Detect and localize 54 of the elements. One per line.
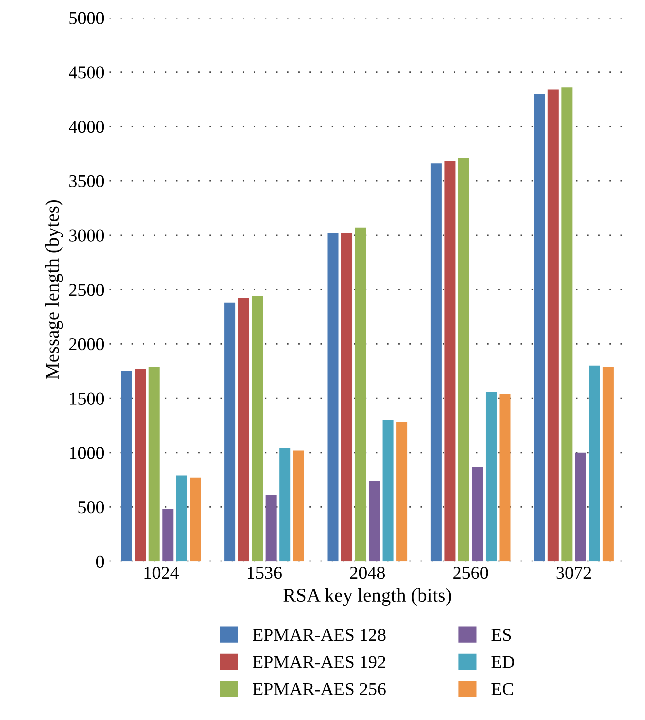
y-tick-label: 4500	[69, 66, 104, 79]
bar	[382, 420, 394, 562]
legend-label: EC	[492, 683, 514, 696]
x-axis-title: RSA key length (bits)	[284, 588, 452, 606]
y-tick-label: 4000	[69, 120, 104, 134]
y-tick-label: 2000	[69, 338, 104, 351]
x-tick-label: 3072	[556, 566, 592, 580]
bar	[238, 298, 250, 562]
bar	[252, 296, 264, 562]
legend-label: EPMAR-AES 256	[253, 683, 386, 696]
bar	[162, 509, 174, 562]
bar	[328, 233, 339, 562]
bar	[589, 366, 600, 562]
bar	[135, 369, 146, 562]
legend-label: ES	[492, 629, 512, 642]
bar	[121, 371, 132, 562]
legend-label: ED	[492, 656, 515, 668]
bar	[534, 94, 546, 562]
bar	[444, 162, 456, 562]
x-tick-label: 2560	[454, 566, 488, 580]
bar	[190, 478, 202, 562]
bar	[355, 228, 366, 562]
y-tick-label: 1500	[70, 392, 104, 405]
y-tick-label: 0	[96, 556, 104, 568]
x-tick-label: 1536	[248, 567, 282, 580]
bar	[148, 366, 160, 562]
bar	[602, 366, 614, 562]
bar	[500, 394, 511, 562]
bar	[562, 88, 573, 562]
bar	[176, 476, 188, 562]
bar	[486, 392, 497, 562]
bar	[266, 495, 277, 562]
y-tick-label: 500	[78, 501, 104, 514]
bar	[293, 450, 304, 562]
x-tick-label: 1024	[144, 566, 180, 580]
y-tick-label: 1000	[70, 447, 104, 460]
y-axis-title: Message length (bytes)	[45, 200, 64, 380]
bar	[369, 481, 380, 562]
bar	[575, 452, 586, 562]
y-tick-label: 3000	[70, 230, 104, 242]
bar	[472, 467, 484, 562]
y-tick-label: 5000	[70, 12, 104, 24]
bar	[342, 233, 353, 562]
bar	[396, 422, 408, 562]
x-tick-label: 2048	[350, 566, 386, 580]
legend-label: EPMAR-AES 128	[253, 629, 386, 642]
bar	[548, 90, 559, 562]
y-tick-label: 3500	[70, 175, 104, 188]
legend-label: EPMAR-AES 192	[253, 656, 386, 668]
bar	[458, 158, 470, 562]
bar	[224, 302, 236, 562]
y-tick-label: 2500	[69, 284, 104, 296]
bar	[280, 448, 291, 562]
bar	[430, 164, 442, 562]
